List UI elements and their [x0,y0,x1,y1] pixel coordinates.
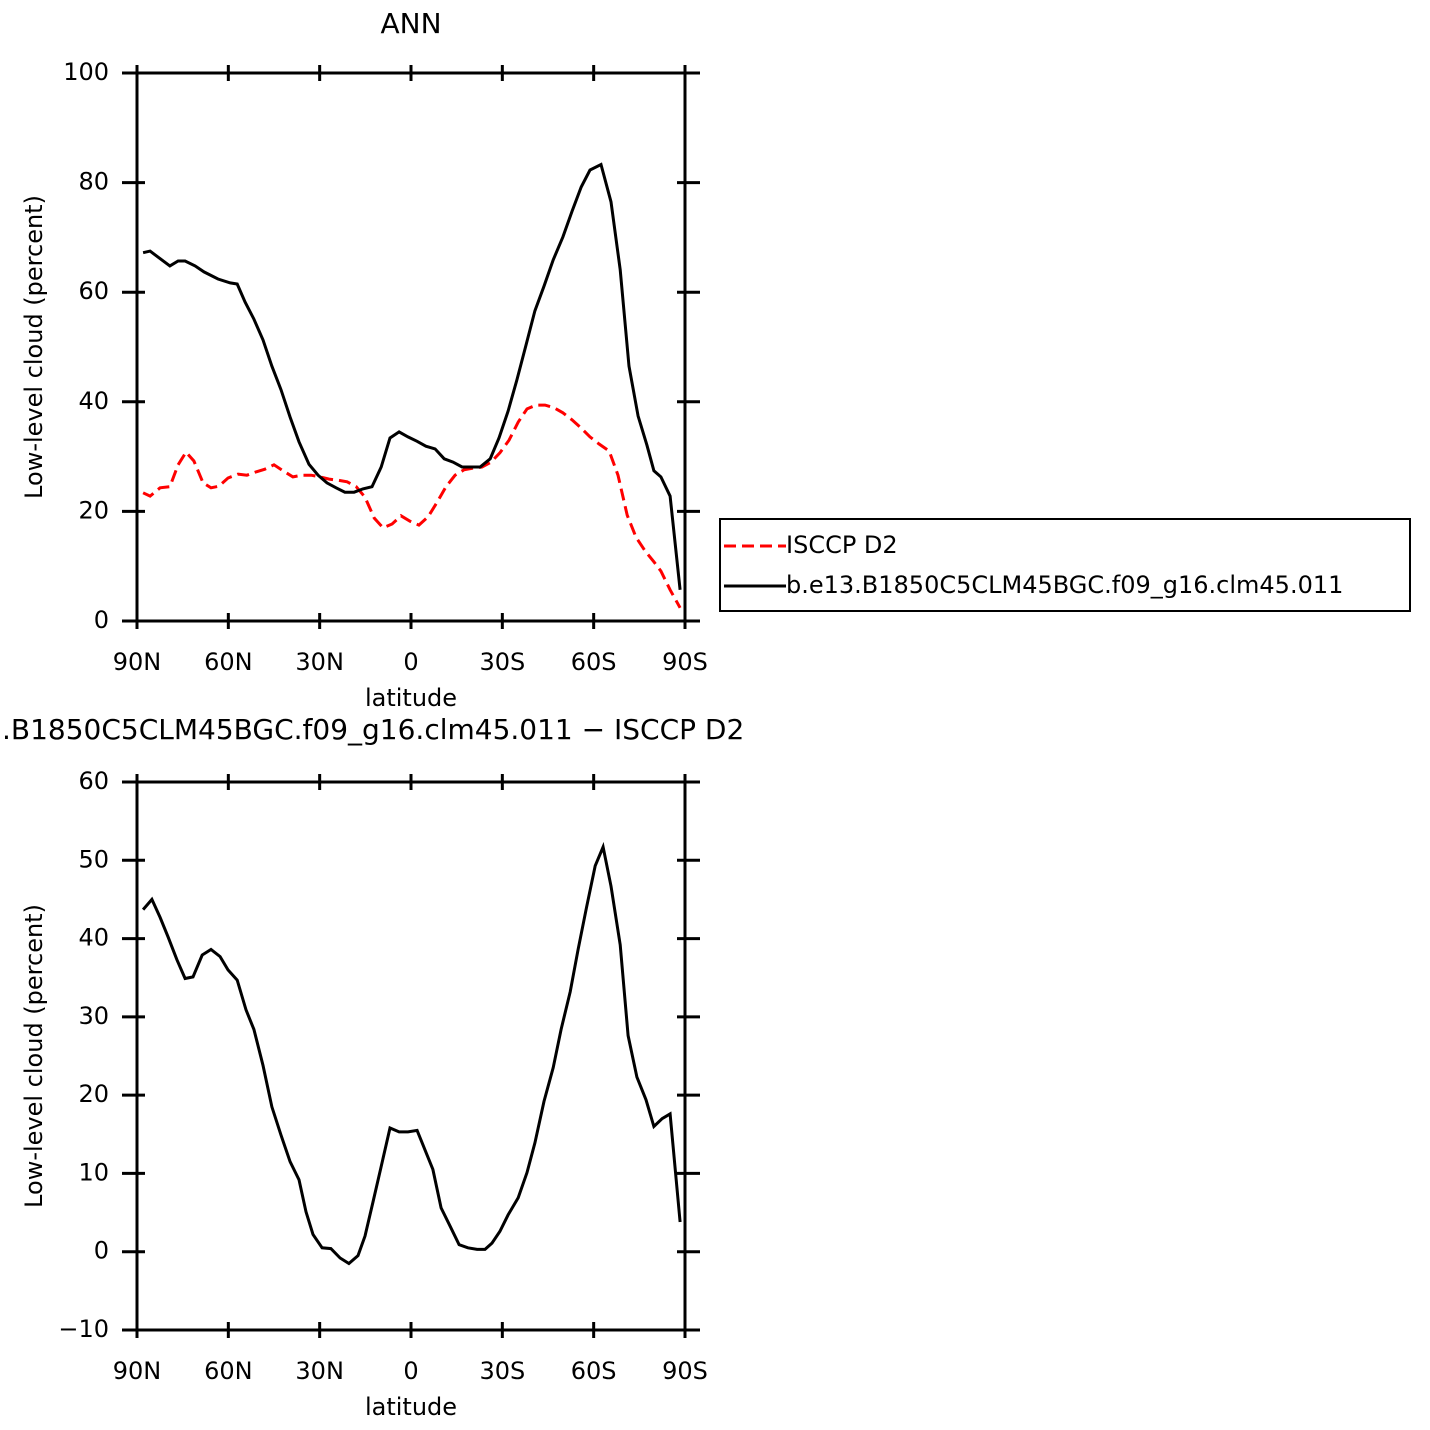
y-tick-label: 80 [78,168,109,196]
data-line [142,162,682,590]
y-tick-label: 10 [78,1158,109,1186]
y-tick-label: −10 [58,1315,109,1343]
y-axis-label: Low-level cloud (percent) [20,195,48,499]
y-tick-label: 0 [94,606,109,634]
y-tick-label: 60 [78,767,109,795]
data-line [141,841,682,1266]
legend-label: b.e13.B1850C5CLM45BGC.f09_g16.clm45.011 [786,571,1343,599]
x-tick-label: 90S [662,648,708,676]
legend-box [719,518,1411,612]
x-tick-label: 60N [204,1357,253,1385]
x-axis-label: latitude [365,1393,457,1421]
y-tick-label: 60 [78,277,109,305]
x-tick-label: 60S [571,1357,617,1385]
legend-label: ISCCP D2 [786,531,898,559]
y-tick-label: 40 [78,387,109,415]
chart-title: ANN [380,7,441,40]
y-tick-label: 20 [78,496,109,524]
data-line [142,403,682,609]
plot-frame [135,780,687,1332]
x-tick-label: 90S [662,1357,708,1385]
x-tick-label: 30S [479,648,525,676]
y-tick-label: 30 [78,1002,109,1030]
y-tick-label: 50 [78,845,109,873]
x-tick-label: 30N [295,648,344,676]
x-tick-label: 30N [295,1357,344,1385]
x-tick-label: 0 [403,1357,418,1385]
chart-title: .B1850C5CLM45BGC.f09_g16.clm45.011 − ISC… [2,713,744,746]
x-tick-label: 0 [403,648,418,676]
x-tick-label: 90N [113,1357,162,1385]
x-axis-label: latitude [365,684,457,712]
x-tick-label: 60N [204,648,253,676]
plot-frame [135,71,687,623]
x-tick-label: 60S [571,648,617,676]
x-tick-label: 90N [113,648,162,676]
y-tick-label: 0 [94,1237,109,1265]
x-tick-label: 30S [479,1357,525,1385]
y-axis-label: Low-level cloud (percent) [20,904,48,1208]
y-tick-label: 40 [78,924,109,952]
y-tick-label: 100 [63,58,109,86]
y-tick-label: 20 [78,1080,109,1108]
